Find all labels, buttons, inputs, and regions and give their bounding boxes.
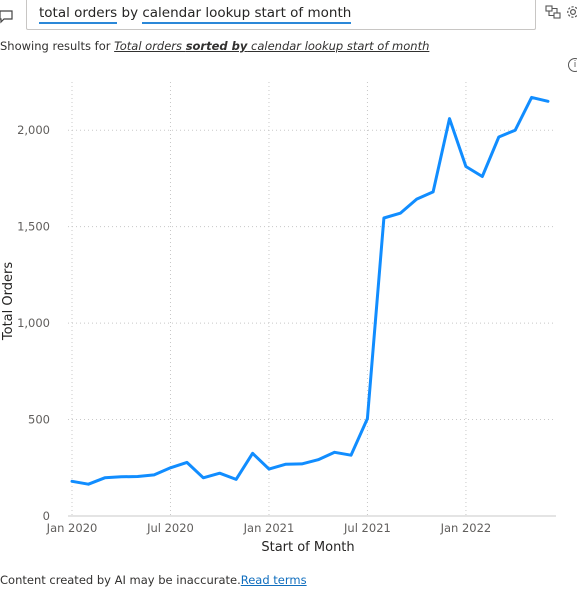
query-connector: by (117, 5, 142, 21)
ai-disclaimer: Content created by AI may be inaccurate.… (0, 573, 307, 587)
qa-question-input[interactable]: total orders by calendar lookup start of… (26, 0, 536, 30)
query-term-measure: total orders (39, 5, 117, 24)
read-terms-link[interactable]: Read terms (241, 573, 307, 587)
disclaimer-text: Content created by AI may be inaccurate. (0, 573, 241, 587)
series-line[interactable] (72, 97, 548, 484)
y-tick-label: 2,000 (17, 123, 50, 137)
convert-to-visual-icon[interactable] (545, 4, 563, 22)
chat-icon[interactable] (0, 8, 14, 24)
y-tick-label: 500 (28, 413, 50, 427)
restatement-part2: sorted by (186, 39, 248, 53)
y-tick-label: 1,000 (17, 316, 50, 330)
y-tick-label: 1,500 (17, 220, 50, 234)
query-term-field: calendar lookup start of month (142, 5, 351, 24)
y-axis-title: Total Orders (1, 262, 16, 341)
x-tick-label: Jul 2021 (343, 521, 391, 535)
x-tick-label: Jan 2022 (440, 521, 492, 535)
x-tick-label: Jan 2021 (243, 521, 295, 535)
restatement-link[interactable]: Total orders sorted by calendar lookup s… (114, 39, 429, 53)
x-tick-label: Jan 2020 (46, 521, 98, 535)
chart-grid (68, 82, 556, 516)
x-tick-label: Jul 2020 (146, 521, 194, 535)
restatement-text: Showing results for Total orders sorted … (0, 39, 429, 53)
qa-question-text: total orders by calendar lookup start of… (39, 5, 351, 21)
restatement-part3: calendar lookup start of month (247, 39, 429, 53)
restatement-prefix: Showing results for (0, 39, 114, 53)
gear-icon[interactable] (565, 4, 577, 22)
x-axis-ticks: Jan 2020 Jul 2020 Jan 2021 Jul 2021 Jan 2022 (46, 521, 492, 535)
series-layer (70, 95, 550, 486)
restatement-part1: Total orders (114, 39, 186, 53)
x-axis-title: Start of Month (261, 540, 354, 555)
